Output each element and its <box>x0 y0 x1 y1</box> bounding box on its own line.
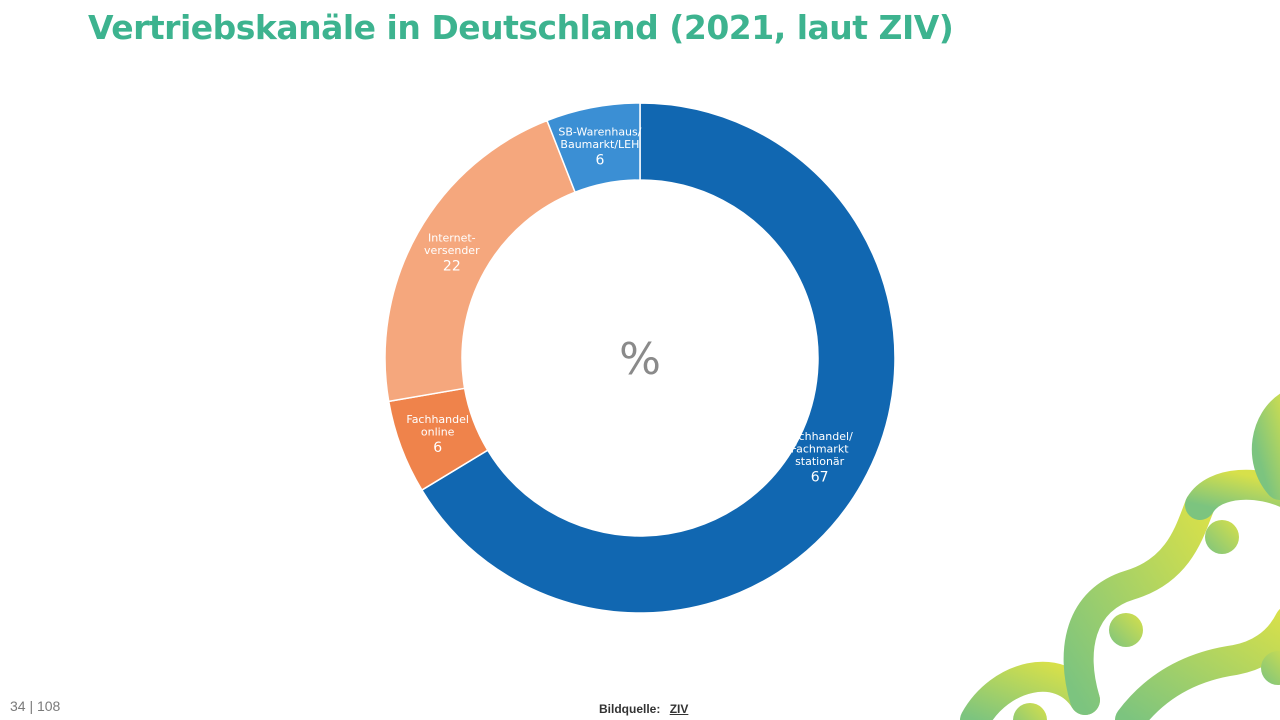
slice-1-label-line-0: Fachhandel <box>406 413 469 426</box>
page-title: Vertriebskanäle in Deutschland (2021, la… <box>88 8 954 47</box>
slice-0-label-line-1: Fachmarkt <box>791 443 849 456</box>
source-label: Bildquelle: <box>599 702 661 716</box>
slice-3-label-line-0: SB-Warenhaus/ <box>558 125 641 138</box>
donut-slice-3 <box>546 102 641 194</box>
chain-pin-3 <box>1013 703 1047 720</box>
slice-2-value: 22 <box>443 258 461 274</box>
slice-3-value: 6 <box>595 152 604 168</box>
chain-pin-1 <box>1205 520 1239 554</box>
slice-1-value: 6 <box>433 440 442 456</box>
slice-0-label-line-2: stationär <box>795 455 845 468</box>
donut-slice-2 <box>384 119 577 403</box>
chain-pin-2 <box>1109 613 1143 647</box>
center-percent-label: % <box>619 334 661 385</box>
slice-1-label-line-1: online <box>421 426 455 439</box>
donut-slice-0 <box>420 102 896 614</box>
slice-0-label-line-0: Fachhandel/ <box>787 430 854 443</box>
slice-0-value: 67 <box>811 470 829 486</box>
slice-2-label-line-1: versender <box>424 244 480 257</box>
slice-3-label-line-1: Baumarkt/LEH <box>560 138 639 151</box>
slice-2-label-line-0: Internet- <box>428 231 476 244</box>
page-number: 34 | 108 <box>10 698 61 714</box>
image-source: Bildquelle: ZIV <box>599 702 688 716</box>
chain-pin-4 <box>1261 651 1280 685</box>
source-link[interactable]: ZIV <box>669 702 689 716</box>
